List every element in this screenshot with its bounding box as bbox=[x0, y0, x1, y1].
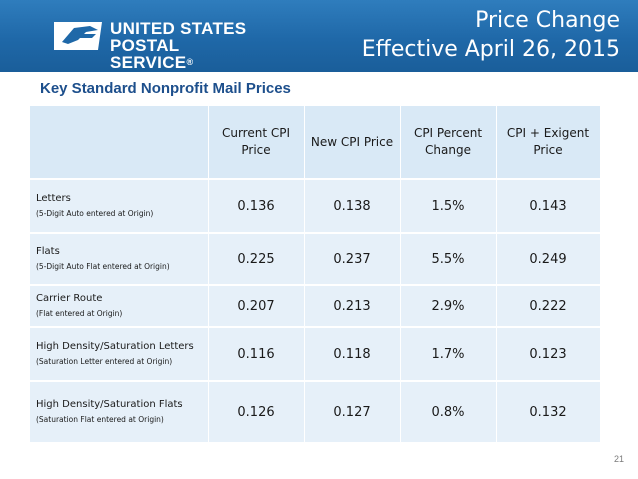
row-label: Flats bbox=[36, 246, 60, 257]
column-header: CPI Percent Change bbox=[400, 106, 497, 180]
row-label: High Density/Saturation Flats bbox=[36, 399, 183, 410]
table-cell: 0.237 bbox=[304, 233, 401, 286]
row-label: Letters bbox=[36, 193, 71, 204]
page-number: 21 bbox=[613, 454, 624, 464]
row-label-cell: Flats (5-Digit Auto Flat entered at Orig… bbox=[30, 233, 209, 286]
table-cell: 0.213 bbox=[304, 285, 401, 328]
eagle-icon bbox=[54, 22, 102, 50]
row-sublabel: (Flat entered at Origin) bbox=[36, 309, 123, 318]
table-row: Carrier Route (Flat entered at Origin) 0… bbox=[30, 285, 601, 328]
column-header: New CPI Price bbox=[304, 106, 401, 180]
row-label: High Density/Saturation Letters bbox=[36, 341, 194, 352]
table-cell: 0.143 bbox=[496, 179, 601, 234]
table-cell: 1.5% bbox=[400, 179, 497, 234]
price-table: Current CPI Price New CPI Price CPI Perc… bbox=[30, 106, 601, 444]
row-label: Carrier Route bbox=[36, 293, 103, 304]
table-cell: 0.127 bbox=[304, 381, 401, 444]
table-cell: 0.118 bbox=[304, 327, 401, 382]
section-subtitle: Key Standard Nonprofit Mail Prices bbox=[40, 80, 291, 97]
slide-header: UNITED STATES POSTAL SERVICE® Price Chan… bbox=[0, 0, 638, 72]
table-cell: 0.225 bbox=[208, 233, 305, 286]
table-cell: 0.207 bbox=[208, 285, 305, 328]
registered-mark: ® bbox=[186, 57, 194, 67]
table-cell: 0.123 bbox=[496, 327, 601, 382]
title-line1: Price Change bbox=[475, 8, 620, 33]
row-label-cell: Carrier Route (Flat entered at Origin) bbox=[30, 285, 209, 328]
usps-logo: UNITED STATES POSTAL SERVICE® bbox=[52, 14, 252, 71]
table-cell: 0.138 bbox=[304, 179, 401, 234]
table-row: High Density/Saturation Flats (Saturatio… bbox=[30, 381, 601, 444]
row-label-cell: Letters (5-Digit Auto entered at Origin) bbox=[30, 179, 209, 234]
table-cell: 0.126 bbox=[208, 381, 305, 444]
row-sublabel: (5-Digit Auto Flat entered at Origin) bbox=[36, 262, 170, 271]
row-sublabel: (Saturation Flat entered at Origin) bbox=[36, 415, 164, 424]
table-header-row: Current CPI Price New CPI Price CPI Perc… bbox=[30, 106, 601, 180]
table-cell: 0.136 bbox=[208, 179, 305, 234]
title-line2: Effective April 26, 2015 bbox=[361, 37, 620, 62]
table-cell: 0.132 bbox=[496, 381, 601, 444]
row-label-cell: High Density/Saturation Flats (Saturatio… bbox=[30, 381, 209, 444]
logo-line2: POSTAL SERVICE® bbox=[110, 36, 194, 72]
table-row: Letters (5-Digit Auto entered at Origin)… bbox=[30, 179, 601, 234]
table-row: High Density/Saturation Letters (Saturat… bbox=[30, 327, 601, 382]
table-cell: 0.249 bbox=[496, 233, 601, 286]
logo-wordmark: UNITED STATES POSTAL SERVICE® bbox=[110, 20, 252, 71]
column-header: CPI + Exigent Price bbox=[496, 106, 601, 180]
column-header: Current CPI Price bbox=[208, 106, 305, 180]
table-cell: 5.5% bbox=[400, 233, 497, 286]
row-sublabel: (Saturation Letter entered at Origin) bbox=[36, 357, 173, 366]
logo-line1: UNITED STATES bbox=[110, 19, 247, 38]
table-cell: 2.9% bbox=[400, 285, 497, 328]
table-cell: 1.7% bbox=[400, 327, 497, 382]
table-cell: 0.116 bbox=[208, 327, 305, 382]
row-sublabel: (5-Digit Auto entered at Origin) bbox=[36, 209, 154, 218]
table-cell: 0.8% bbox=[400, 381, 497, 444]
slide-title: Price Change Effective April 26, 2015 bbox=[362, 6, 620, 64]
column-header bbox=[30, 106, 209, 180]
table-cell: 0.222 bbox=[496, 285, 601, 328]
row-label-cell: High Density/Saturation Letters (Saturat… bbox=[30, 327, 209, 382]
table-row: Flats (5-Digit Auto Flat entered at Orig… bbox=[30, 233, 601, 286]
